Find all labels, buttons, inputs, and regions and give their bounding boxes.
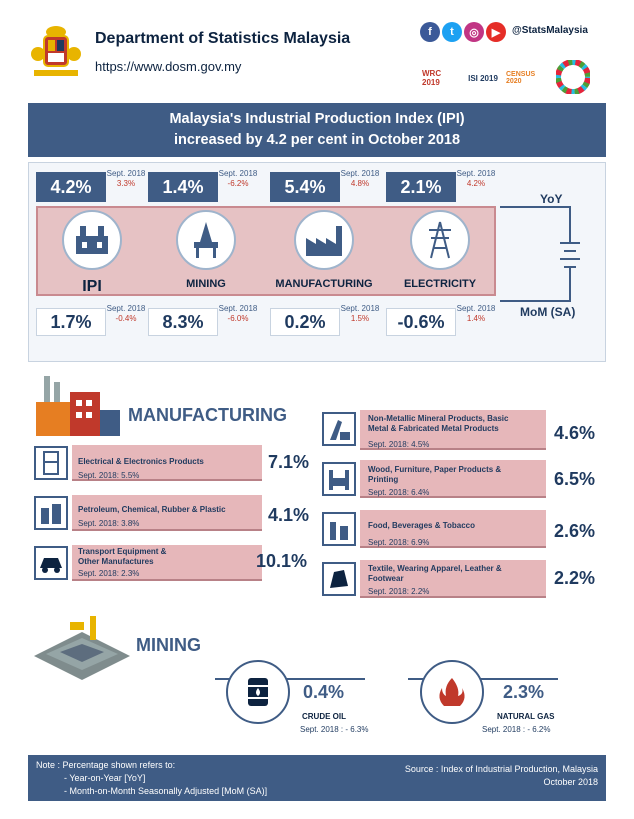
sector-name-metal: Non-Metallic Mineral Products, Basic Met… [368, 414, 509, 433]
ipi-yoy-value: 4.2% [36, 172, 106, 202]
sector-sept-textile: Sept. 2018: 2.2% [368, 587, 430, 596]
footer-note-mom: - Month-on-Month Seasonally Adjusted [Mo… [64, 786, 268, 796]
natural-gas-sept: Sept. 2018 : - 6.2% [482, 725, 551, 734]
sector-value-metal: 4.6% [554, 423, 596, 443]
mining-mom-value: 8.3% [148, 308, 218, 336]
mining-illustration-icon [30, 606, 134, 684]
electricity-mom-sept: Sept. 2018 1.4% [456, 304, 496, 323]
mining-label: MINING [186, 278, 226, 290]
natural-gas-line [408, 678, 558, 680]
sector-sept-food: Sept. 2018: 6.9% [368, 538, 430, 547]
manufacturing-mom-value: 0.2% [270, 308, 340, 336]
ipi-label: IPI [82, 278, 102, 295]
mom-legend-label: MoM (SA) [520, 305, 576, 319]
wrc-logo: WRC 2019 [422, 69, 442, 87]
electricity-yoy-value: 2.1% [386, 172, 456, 202]
metal-icon [322, 412, 356, 446]
sector-name-food: Food, Beverages & Tobacco [368, 521, 475, 530]
mining-yoy-sept: Sept. 2018 -6.2% [218, 169, 258, 188]
isi-logo: ISI 2019 [468, 73, 498, 83]
sector-value-furniture: 6.5% [554, 469, 596, 489]
sector-bar-furniture [360, 460, 546, 498]
sector-name-textile: Textile, Wearing Apparel, Leather & Foot… [368, 564, 502, 583]
textile-icon [322, 562, 356, 596]
footer-note-title: Note : Percentage shown refers to: [36, 760, 176, 770]
social-handle: @StatsMalaysia [512, 25, 588, 36]
ipi-mom-value: 1.7% [36, 308, 106, 336]
org-url[interactable]: https://www.dosm.gov.my [95, 59, 242, 74]
crude-oil-label: CRUDE OIL [302, 712, 346, 721]
natural-gas-value: 2.3% [503, 682, 545, 702]
manufacturing-yoy-sept: Sept. 2018 4.8% [340, 169, 380, 188]
electricity-mom-value: -0.6% [386, 308, 456, 336]
ipi-yoy-sept: Sept. 2018 3.3% [106, 169, 146, 188]
factory-illustration-icon [34, 372, 124, 440]
oil-barrel-icon [226, 660, 290, 724]
sector-name-electronics: Electrical & Electronics Products [78, 457, 204, 466]
food-icon [322, 512, 356, 546]
sector-name-petroleum: Petroleum, Chemical, Rubber & Plastic [78, 505, 226, 514]
sector-sept-furniture: Sept. 2018: 6.4% [368, 488, 430, 497]
car-icon [34, 546, 68, 580]
ipi-mom-sept: Sept. 2018 -0.4% [106, 304, 146, 323]
sector-value-food: 2.6% [554, 521, 596, 541]
sector-value-transport: 10.1% [256, 551, 308, 571]
electricity-pylon-icon [410, 210, 470, 270]
sdg-wheel-icon [555, 59, 591, 95]
ipi-factory-icon [62, 210, 122, 270]
sector-sept-electronics: Sept. 2018: 5.5% [78, 471, 140, 480]
footer-note-yoy: - Year-on-Year [YoY] [64, 773, 146, 783]
sector-bar-petroleum [72, 495, 262, 531]
sector-sept-petroleum: Sept. 2018: 3.8% [78, 519, 140, 528]
title-banner: Malaysia's Industrial Production Index (… [28, 103, 606, 157]
mining-rig-icon [176, 210, 236, 270]
footer-source: Source : Index of Industrial Production,… [404, 764, 598, 774]
yoy-mom-connector [500, 205, 600, 305]
instagram-icon[interactable]: ◎ [464, 22, 484, 42]
crude-oil-value: 0.4% [303, 682, 345, 702]
manufacturing-label: MANUFACTURING [275, 278, 373, 290]
mining-yoy-value: 1.4% [148, 172, 218, 202]
electronics-icon [34, 446, 68, 480]
sector-sept-transport: Sept. 2018: 2.3% [78, 569, 140, 578]
yoy-legend-label: YoY [540, 192, 563, 206]
mining-mom-sept: Sept. 2018 -6.0% [218, 304, 258, 323]
sector-value-petroleum: 4.1% [268, 505, 310, 525]
org-name: Department of Statistics Malaysia [95, 30, 351, 47]
footer-period: October 2018 [543, 777, 598, 787]
crude-oil-line [215, 678, 365, 680]
natural-gas-label: NATURAL GAS [497, 712, 555, 721]
sector-bar-metal [360, 410, 546, 450]
facebook-icon[interactable]: f [420, 22, 440, 42]
footer-band: Note : Percentage shown refers to: - Yea… [28, 755, 606, 801]
crude-oil-sept: Sept. 2018 : - 6.3% [300, 725, 369, 734]
flame-icon [420, 660, 484, 724]
title-line-2: increased by 4.2 per cent in October 201… [173, 132, 461, 148]
sector-bar-textile [360, 560, 546, 598]
manufacturing-plant-icon [294, 210, 354, 270]
sector-sept-metal: Sept. 2018: 4.5% [368, 440, 430, 449]
sector-name-transport: Transport Equipment & Other Manufactures [78, 547, 167, 566]
sector-value-textile: 2.2% [554, 568, 596, 588]
twitter-icon[interactable]: t [442, 22, 462, 42]
youtube-icon[interactable]: ▶ [486, 22, 506, 42]
manufacturing-mom-sept: Sept. 2018 1.5% [340, 304, 380, 323]
sector-value-electronics: 7.1% [268, 452, 310, 472]
sector-bar-food [360, 510, 546, 548]
manufacturing-section-title: MANUFACTURING [128, 405, 287, 425]
sector-bar-electronics [72, 445, 262, 481]
title-line-1: Malaysia's Industrial Production Index (… [169, 111, 465, 127]
furniture-icon [322, 462, 356, 496]
dosm-crest-logo [28, 22, 84, 82]
electricity-yoy-sept: Sept. 2018 4.2% [456, 169, 496, 188]
mining-section-title: MINING [136, 635, 201, 655]
petroleum-icon [34, 496, 68, 530]
manufacturing-yoy-value: 5.4% [270, 172, 340, 202]
electricity-label: ELECTRICITY [403, 278, 477, 290]
sector-name-furniture: Wood, Furniture, Paper Products & Printi… [368, 465, 502, 484]
census-logo: CENSUS 2020 [506, 71, 536, 85]
sector-bar-transport [72, 545, 262, 581]
